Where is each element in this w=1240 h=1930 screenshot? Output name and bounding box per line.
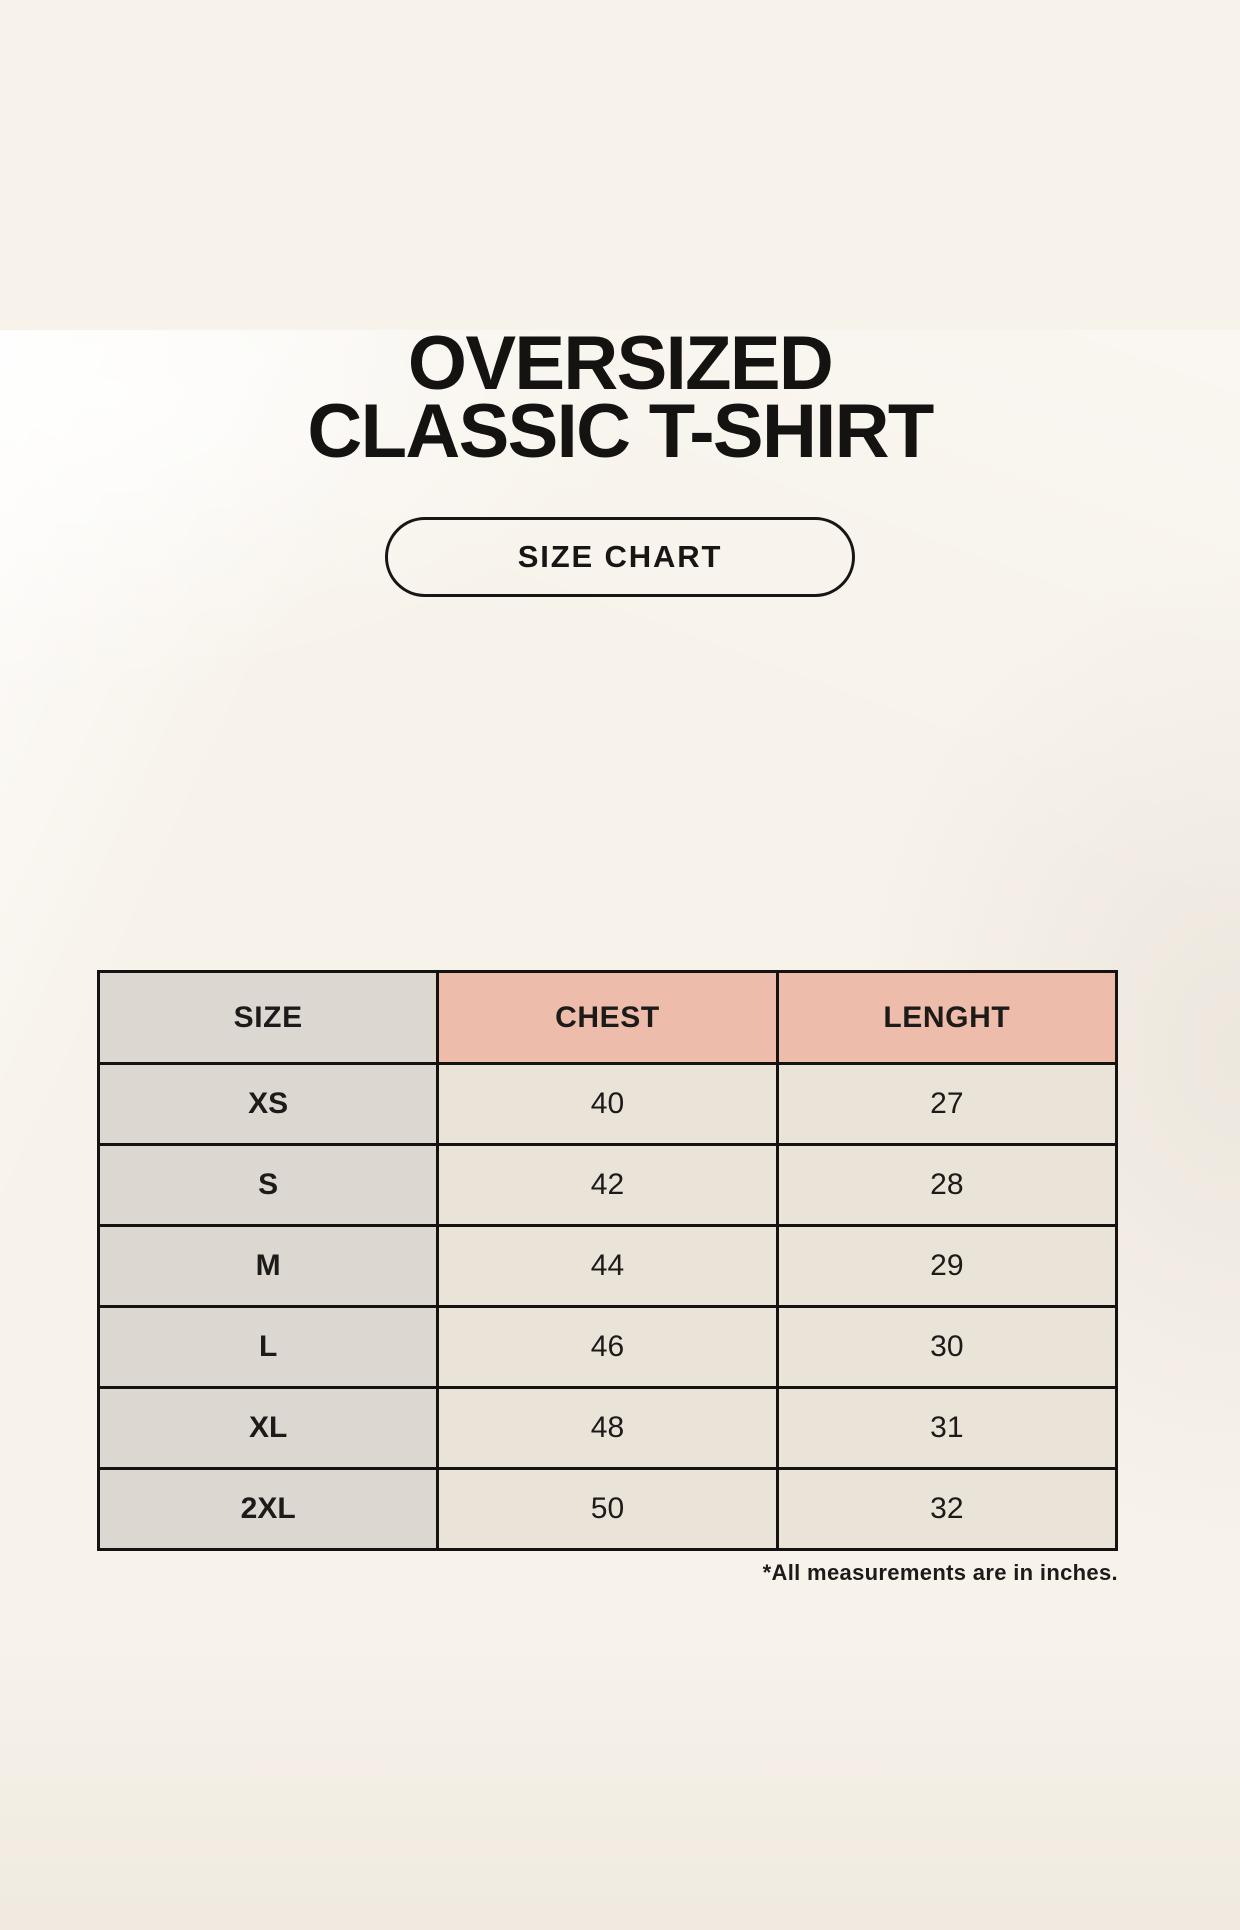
- size-cell: L: [96, 1305, 440, 1389]
- table-row: S 42 28: [96, 1143, 1119, 1227]
- size-cell: M: [96, 1224, 440, 1308]
- table-row: M 44 29: [96, 1224, 1119, 1308]
- chest-cell: 40: [436, 1062, 779, 1146]
- header-row: SIZE CHEST LENGHT: [96, 970, 1119, 1065]
- size-chart-badge-label: SIZE CHART: [517, 538, 723, 574]
- chest-cell: 46: [436, 1305, 779, 1389]
- title-line-1: OVERSIZED: [407, 321, 834, 406]
- size-cell: XL: [96, 1386, 440, 1470]
- size-chart-badge[interactable]: SIZE CHART: [385, 516, 855, 597]
- chest-cell: 44: [436, 1224, 779, 1308]
- size-table-section: SIZE CHEST LENGHT XS 40 27 S 42 28 M: [96, 970, 1119, 1586]
- col-header-chest: CHEST: [436, 970, 779, 1065]
- page-title: OVERSIZED CLASSIC T-SHIRT: [0, 321, 1240, 475]
- length-cell: 31: [775, 1386, 1119, 1470]
- col-header-length: LENGHT: [775, 970, 1119, 1065]
- length-cell: 29: [775, 1224, 1119, 1308]
- col-header-size: SIZE: [96, 970, 440, 1065]
- length-cell: 32: [775, 1467, 1119, 1551]
- table-row: XL 48 31: [96, 1386, 1119, 1470]
- length-cell: 30: [775, 1305, 1119, 1389]
- measurements-footnote: *All measurements are in inches.: [762, 1560, 1118, 1585]
- size-cell: XS: [96, 1062, 440, 1146]
- length-cell: 27: [775, 1062, 1119, 1146]
- table-row: L 46 30: [96, 1305, 1119, 1389]
- chest-cell: 42: [436, 1143, 779, 1227]
- size-cell: 2XL: [96, 1467, 440, 1551]
- chest-cell: 50: [436, 1467, 779, 1551]
- size-cell: S: [96, 1143, 440, 1227]
- table-row: XS 40 27: [96, 1062, 1119, 1146]
- table-row: 2XL 50 32: [96, 1467, 1119, 1551]
- title-line-2: CLASSIC T-SHIRT: [307, 389, 934, 475]
- chest-cell: 48: [436, 1386, 779, 1470]
- length-cell: 28: [775, 1143, 1119, 1227]
- size-chart-poster: OVERSIZED CLASSIC T-SHIRT SIZE CHART SIZ…: [0, 321, 1240, 1585]
- size-table: SIZE CHEST LENGHT XS 40 27 S 42 28 M: [96, 970, 1119, 1551]
